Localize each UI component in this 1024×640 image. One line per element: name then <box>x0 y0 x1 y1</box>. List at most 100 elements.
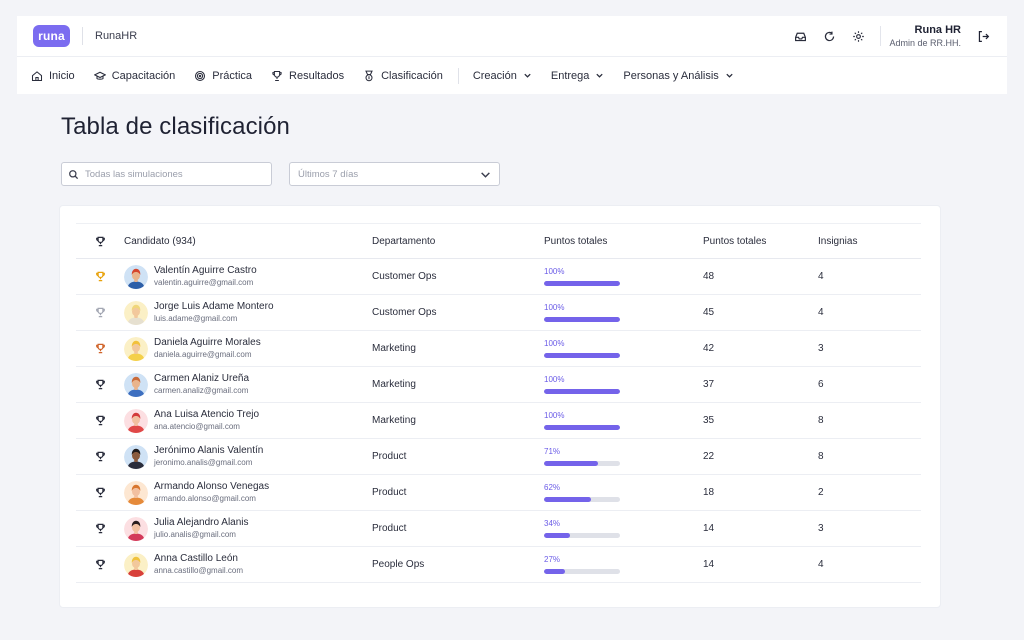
progress-bar-fill <box>544 497 592 502</box>
progress-column-header[interactable]: Puntos totales <box>544 235 608 247</box>
progress-percent: 100% <box>544 375 565 384</box>
department-cell: Marketing <box>372 415 416 426</box>
candidate-name[interactable]: Ana Luisa Atencio Trejo <box>154 409 260 420</box>
nav-dropdown-creacion[interactable]: Creación <box>473 70 532 82</box>
nav-dropdown-entrega[interactable]: Entrega <box>551 70 605 82</box>
points-cell: 45 <box>703 307 715 318</box>
avatar <box>124 336 148 361</box>
candidate-cell: Anna Castillo León anna.castillo@gmail.c… <box>124 552 372 577</box>
table-row[interactable]: Jorge Luis Adame Montero luis.adame@gmai… <box>76 295 921 331</box>
nav-item-label: Clasificación <box>381 69 443 82</box>
candidate-name[interactable]: Jerónimo Alanis Valentín <box>154 445 264 456</box>
progress-bar <box>544 497 620 502</box>
nav-dropdown-personas-analisis[interactable]: Personas y Análisis <box>623 70 733 82</box>
settings-icon[interactable] <box>850 28 866 44</box>
nav-item-resultados[interactable]: Resultados <box>271 70 344 82</box>
candidate-cell: Jorge Luis Adame Montero luis.adame@gmai… <box>124 300 372 325</box>
progress-percent: 100% <box>544 411 565 420</box>
nav-item-inicio[interactable]: Inicio <box>31 70 75 82</box>
nav-divider <box>457 67 459 84</box>
nav-item-practica[interactable]: Práctica <box>194 70 252 82</box>
progress-bar <box>544 281 620 286</box>
points-cell: 18 <box>703 487 715 498</box>
badges-column-header[interactable]: Insignias <box>818 235 858 247</box>
target-icon <box>195 70 206 81</box>
user-info[interactable]: Runa HR Admin de RR.HH. <box>889 23 961 49</box>
nav-item-label: Capacitación <box>111 69 176 82</box>
trophy-icon <box>95 559 105 570</box>
leaderboard-table: Candidato (934) Departamento Puntos tota… <box>76 223 921 583</box>
candidate-email: carmen.analiz@gmail.com <box>154 386 249 395</box>
rank-cell <box>76 451 124 462</box>
table-row[interactable]: Anna Castillo León anna.castillo@gmail.c… <box>76 547 921 583</box>
candidate-cell: Valentín Aguirre Castro valentin.aguirre… <box>124 264 372 289</box>
progress-cell: 100% <box>544 303 703 322</box>
points-cell: 14 <box>703 523 715 534</box>
page-title: Tabla de clasificación <box>61 113 290 140</box>
progress-cell: 100% <box>544 375 703 394</box>
candidate-name[interactable]: Carmen Alaniz Ureña <box>154 373 250 384</box>
candidate-name[interactable]: Armando Alonso Venegas <box>154 481 270 492</box>
nav-item-capacitacion[interactable]: Capacitación <box>93 69 176 82</box>
table-row[interactable]: Daniela Aguirre Morales daniela.aguirre@… <box>76 331 921 367</box>
search-input[interactable] <box>85 168 265 180</box>
department-column-header[interactable]: Departamento <box>372 235 436 247</box>
inbox-icon[interactable] <box>792 28 808 44</box>
progress-bar <box>544 425 620 430</box>
trophy-icon <box>95 236 105 246</box>
candidate-info: Ana Luisa Atencio Trejo ana.atencio@gmai… <box>154 409 259 432</box>
table-row[interactable]: Armando Alonso Venegas armando.alonso@gm… <box>76 475 921 511</box>
nav-item-label: Práctica <box>212 69 253 82</box>
graduation-cap-icon <box>93 71 106 80</box>
table-body: Valentín Aguirre Castro valentin.aguirre… <box>76 259 921 583</box>
runa-logo[interactable]: runa <box>33 25 70 47</box>
period-select[interactable]: Últimos 7 días <box>289 162 500 186</box>
progress-bar <box>544 353 620 358</box>
table-row[interactable]: Julia Alejandro Alanis julio.analis@gmai… <box>76 511 921 547</box>
trophy-icon <box>95 271 105 282</box>
candidate-info: Carmen Alaniz Ureña carmen.analiz@gmail.… <box>154 373 249 396</box>
table-row[interactable]: Carmen Alaniz Ureña carmen.analiz@gmail.… <box>76 367 921 403</box>
logout-icon[interactable] <box>975 28 991 44</box>
table-row[interactable]: Jerónimo Alanis Valentín jeronimo.analis… <box>76 439 921 475</box>
candidate-email: armando.alonso@gmail.com <box>154 494 256 503</box>
candidate-column-header[interactable]: Candidato (934) <box>124 235 196 247</box>
avatar <box>124 516 148 541</box>
candidate-name[interactable]: Valentín Aguirre Castro <box>154 265 257 276</box>
points-cell: 42 <box>703 343 715 354</box>
search-field[interactable] <box>61 162 272 186</box>
table-row[interactable]: Ana Luisa Atencio Trejo ana.atencio@gmai… <box>76 403 921 439</box>
candidate-name[interactable]: Anna Castillo León <box>154 553 238 564</box>
candidate-name[interactable]: Daniela Aguirre Morales <box>154 337 261 348</box>
candidate-name[interactable]: Jorge Luis Adame Montero <box>154 301 274 312</box>
table-row[interactable]: Valentín Aguirre Castro valentin.aguirre… <box>76 259 921 295</box>
nav-item-clasificacion[interactable]: Clasificación <box>363 70 443 82</box>
avatar <box>124 444 148 469</box>
points-column-header[interactable]: Puntos totales <box>703 235 767 247</box>
candidate-cell: Daniela Aguirre Morales daniela.aguirre@… <box>124 336 372 361</box>
nav-item-label: Resultados <box>289 69 345 82</box>
progress-percent: 62% <box>544 483 561 492</box>
badges-cell: 6 <box>818 379 824 390</box>
progress-bar <box>544 569 620 574</box>
candidate-cell: Armando Alonso Venegas armando.alonso@gm… <box>124 480 372 505</box>
points-cell: 22 <box>703 451 715 462</box>
department-cell: Marketing <box>372 379 416 390</box>
trophy-icon <box>95 523 105 534</box>
avatar <box>124 552 148 577</box>
progress-percent: 100% <box>544 267 565 276</box>
rank-cell <box>76 523 124 534</box>
progress-bar-fill <box>544 353 620 358</box>
candidate-name[interactable]: Julia Alejandro Alanis <box>154 517 249 528</box>
nav-item-label: Creación <box>472 69 517 82</box>
nav-item-label: Inicio <box>49 69 75 82</box>
progress-bar-fill <box>544 317 620 322</box>
refresh-icon[interactable] <box>821 28 837 44</box>
department-cell: Product <box>372 523 407 534</box>
candidate-email: julio.analis@gmail.com <box>154 530 236 539</box>
avatar <box>124 300 148 325</box>
trophy-icon <box>95 415 105 426</box>
candidate-cell: Carmen Alaniz Ureña carmen.analiz@gmail.… <box>124 372 372 397</box>
nav-item-label: Entrega <box>550 69 590 82</box>
brand-divider <box>82 27 83 45</box>
